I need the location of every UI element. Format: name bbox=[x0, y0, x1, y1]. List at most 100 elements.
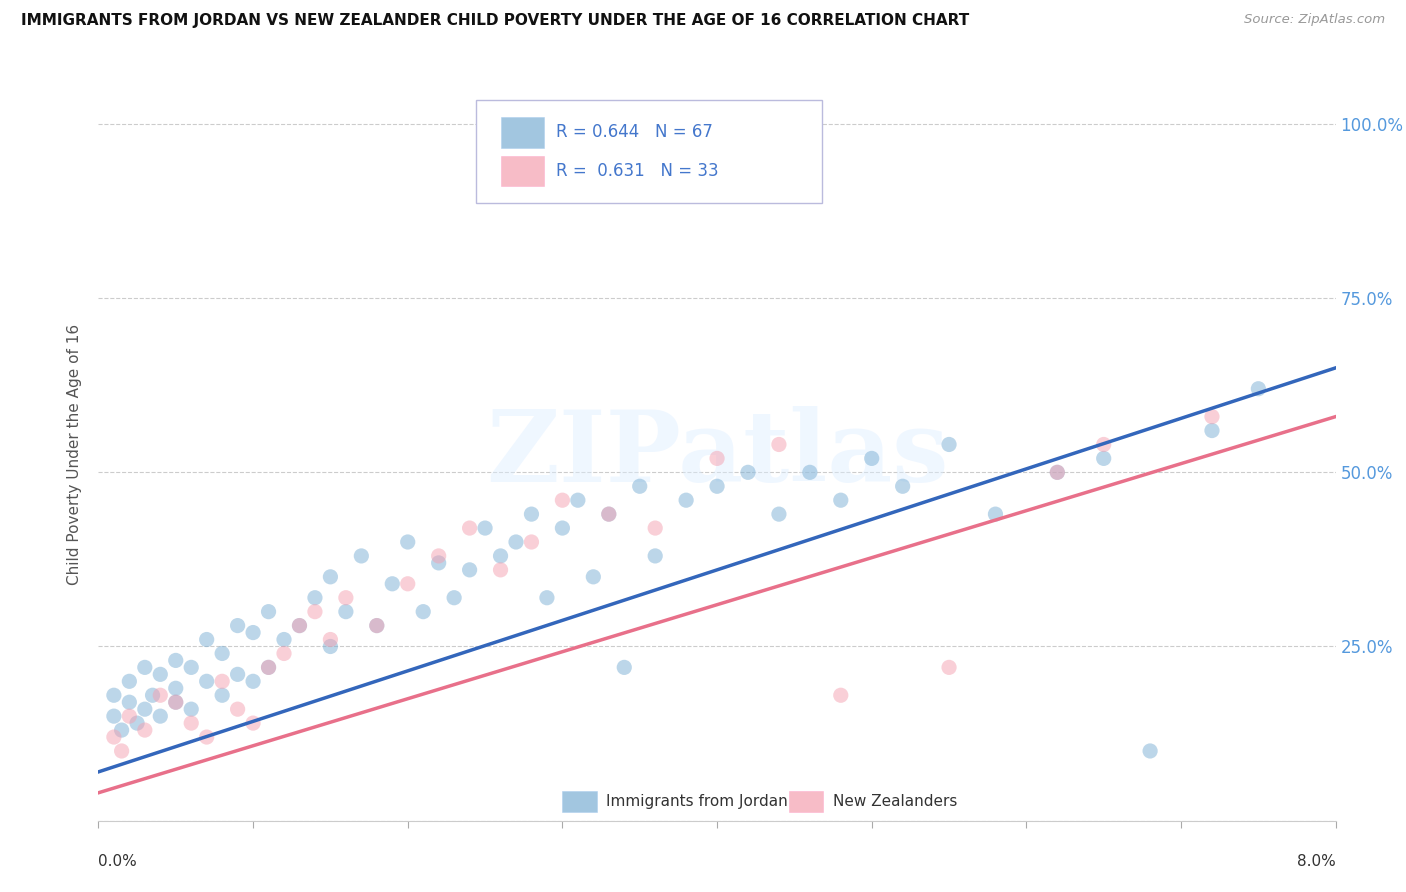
Point bbox=[551, 493, 574, 508]
Point bbox=[536, 591, 558, 605]
Text: Immigrants from Jordan: Immigrants from Jordan bbox=[606, 794, 787, 809]
FancyBboxPatch shape bbox=[501, 117, 544, 148]
Point bbox=[366, 618, 388, 632]
Point bbox=[598, 507, 620, 521]
Point bbox=[1092, 437, 1115, 451]
FancyBboxPatch shape bbox=[475, 100, 823, 202]
Point bbox=[165, 681, 187, 696]
Point bbox=[984, 507, 1007, 521]
FancyBboxPatch shape bbox=[789, 791, 824, 812]
Point bbox=[366, 618, 388, 632]
Point bbox=[458, 521, 481, 535]
Point bbox=[149, 688, 172, 702]
Point bbox=[195, 632, 218, 647]
Point bbox=[427, 549, 450, 563]
Point bbox=[226, 618, 249, 632]
Point bbox=[830, 688, 852, 702]
Point bbox=[567, 493, 589, 508]
Point bbox=[149, 667, 172, 681]
Point bbox=[1247, 382, 1270, 396]
Point bbox=[165, 695, 187, 709]
Point bbox=[474, 521, 496, 535]
Point bbox=[489, 549, 512, 563]
Point bbox=[319, 570, 342, 584]
Point bbox=[226, 702, 249, 716]
Point bbox=[134, 702, 156, 716]
Point bbox=[938, 660, 960, 674]
Point bbox=[226, 667, 249, 681]
Point bbox=[195, 674, 218, 689]
Point bbox=[211, 688, 233, 702]
Point bbox=[257, 605, 280, 619]
Point bbox=[458, 563, 481, 577]
Point bbox=[142, 688, 165, 702]
Point bbox=[350, 549, 373, 563]
Point bbox=[257, 660, 280, 674]
Point bbox=[628, 479, 651, 493]
Point bbox=[737, 466, 759, 480]
Point bbox=[443, 591, 465, 605]
Point bbox=[195, 730, 218, 744]
Text: IMMIGRANTS FROM JORDAN VS NEW ZEALANDER CHILD POVERTY UNDER THE AGE OF 16 CORREL: IMMIGRANTS FROM JORDAN VS NEW ZEALANDER … bbox=[21, 13, 969, 29]
Point bbox=[335, 591, 357, 605]
Point bbox=[134, 723, 156, 737]
Y-axis label: Child Poverty Under the Age of 16: Child Poverty Under the Age of 16 bbox=[67, 325, 83, 585]
Point bbox=[180, 660, 202, 674]
Point bbox=[706, 451, 728, 466]
Point bbox=[335, 605, 357, 619]
Point bbox=[118, 695, 141, 709]
Text: New Zealanders: New Zealanders bbox=[834, 794, 957, 809]
Point bbox=[799, 466, 821, 480]
Point bbox=[768, 507, 790, 521]
Point bbox=[396, 535, 419, 549]
Point bbox=[242, 674, 264, 689]
Point bbox=[273, 632, 295, 647]
Point bbox=[165, 653, 187, 667]
Point bbox=[273, 647, 295, 661]
Point bbox=[211, 647, 233, 661]
FancyBboxPatch shape bbox=[562, 791, 598, 812]
Point bbox=[111, 744, 134, 758]
Point bbox=[103, 688, 125, 702]
Point bbox=[489, 563, 512, 577]
Point bbox=[319, 640, 342, 654]
Point bbox=[644, 549, 666, 563]
Point bbox=[520, 507, 543, 521]
Point bbox=[242, 716, 264, 731]
Point bbox=[1201, 424, 1223, 438]
Point bbox=[127, 716, 149, 731]
Text: 0.0%: 0.0% bbox=[98, 854, 138, 869]
Point bbox=[149, 709, 172, 723]
Point bbox=[768, 437, 790, 451]
Point bbox=[551, 521, 574, 535]
Point bbox=[1201, 409, 1223, 424]
Point bbox=[891, 479, 914, 493]
Point bbox=[1139, 744, 1161, 758]
Point bbox=[860, 451, 883, 466]
Point bbox=[830, 493, 852, 508]
Point bbox=[675, 493, 697, 508]
Point bbox=[598, 507, 620, 521]
Point bbox=[304, 605, 326, 619]
Point bbox=[134, 660, 156, 674]
Point bbox=[242, 625, 264, 640]
Point bbox=[211, 674, 233, 689]
Point bbox=[319, 632, 342, 647]
Point bbox=[520, 535, 543, 549]
Point bbox=[427, 556, 450, 570]
Point bbox=[118, 709, 141, 723]
Point bbox=[103, 709, 125, 723]
Point bbox=[412, 605, 434, 619]
Point bbox=[288, 618, 311, 632]
Point bbox=[118, 674, 141, 689]
FancyBboxPatch shape bbox=[501, 156, 544, 186]
Text: ZIPatlas: ZIPatlas bbox=[486, 407, 948, 503]
Text: R =  0.631   N = 33: R = 0.631 N = 33 bbox=[557, 162, 718, 180]
Point bbox=[304, 591, 326, 605]
Text: 8.0%: 8.0% bbox=[1296, 854, 1336, 869]
Text: Source: ZipAtlas.com: Source: ZipAtlas.com bbox=[1244, 13, 1385, 27]
Point bbox=[613, 660, 636, 674]
Point bbox=[505, 535, 527, 549]
Point bbox=[396, 576, 419, 591]
Point bbox=[582, 570, 605, 584]
